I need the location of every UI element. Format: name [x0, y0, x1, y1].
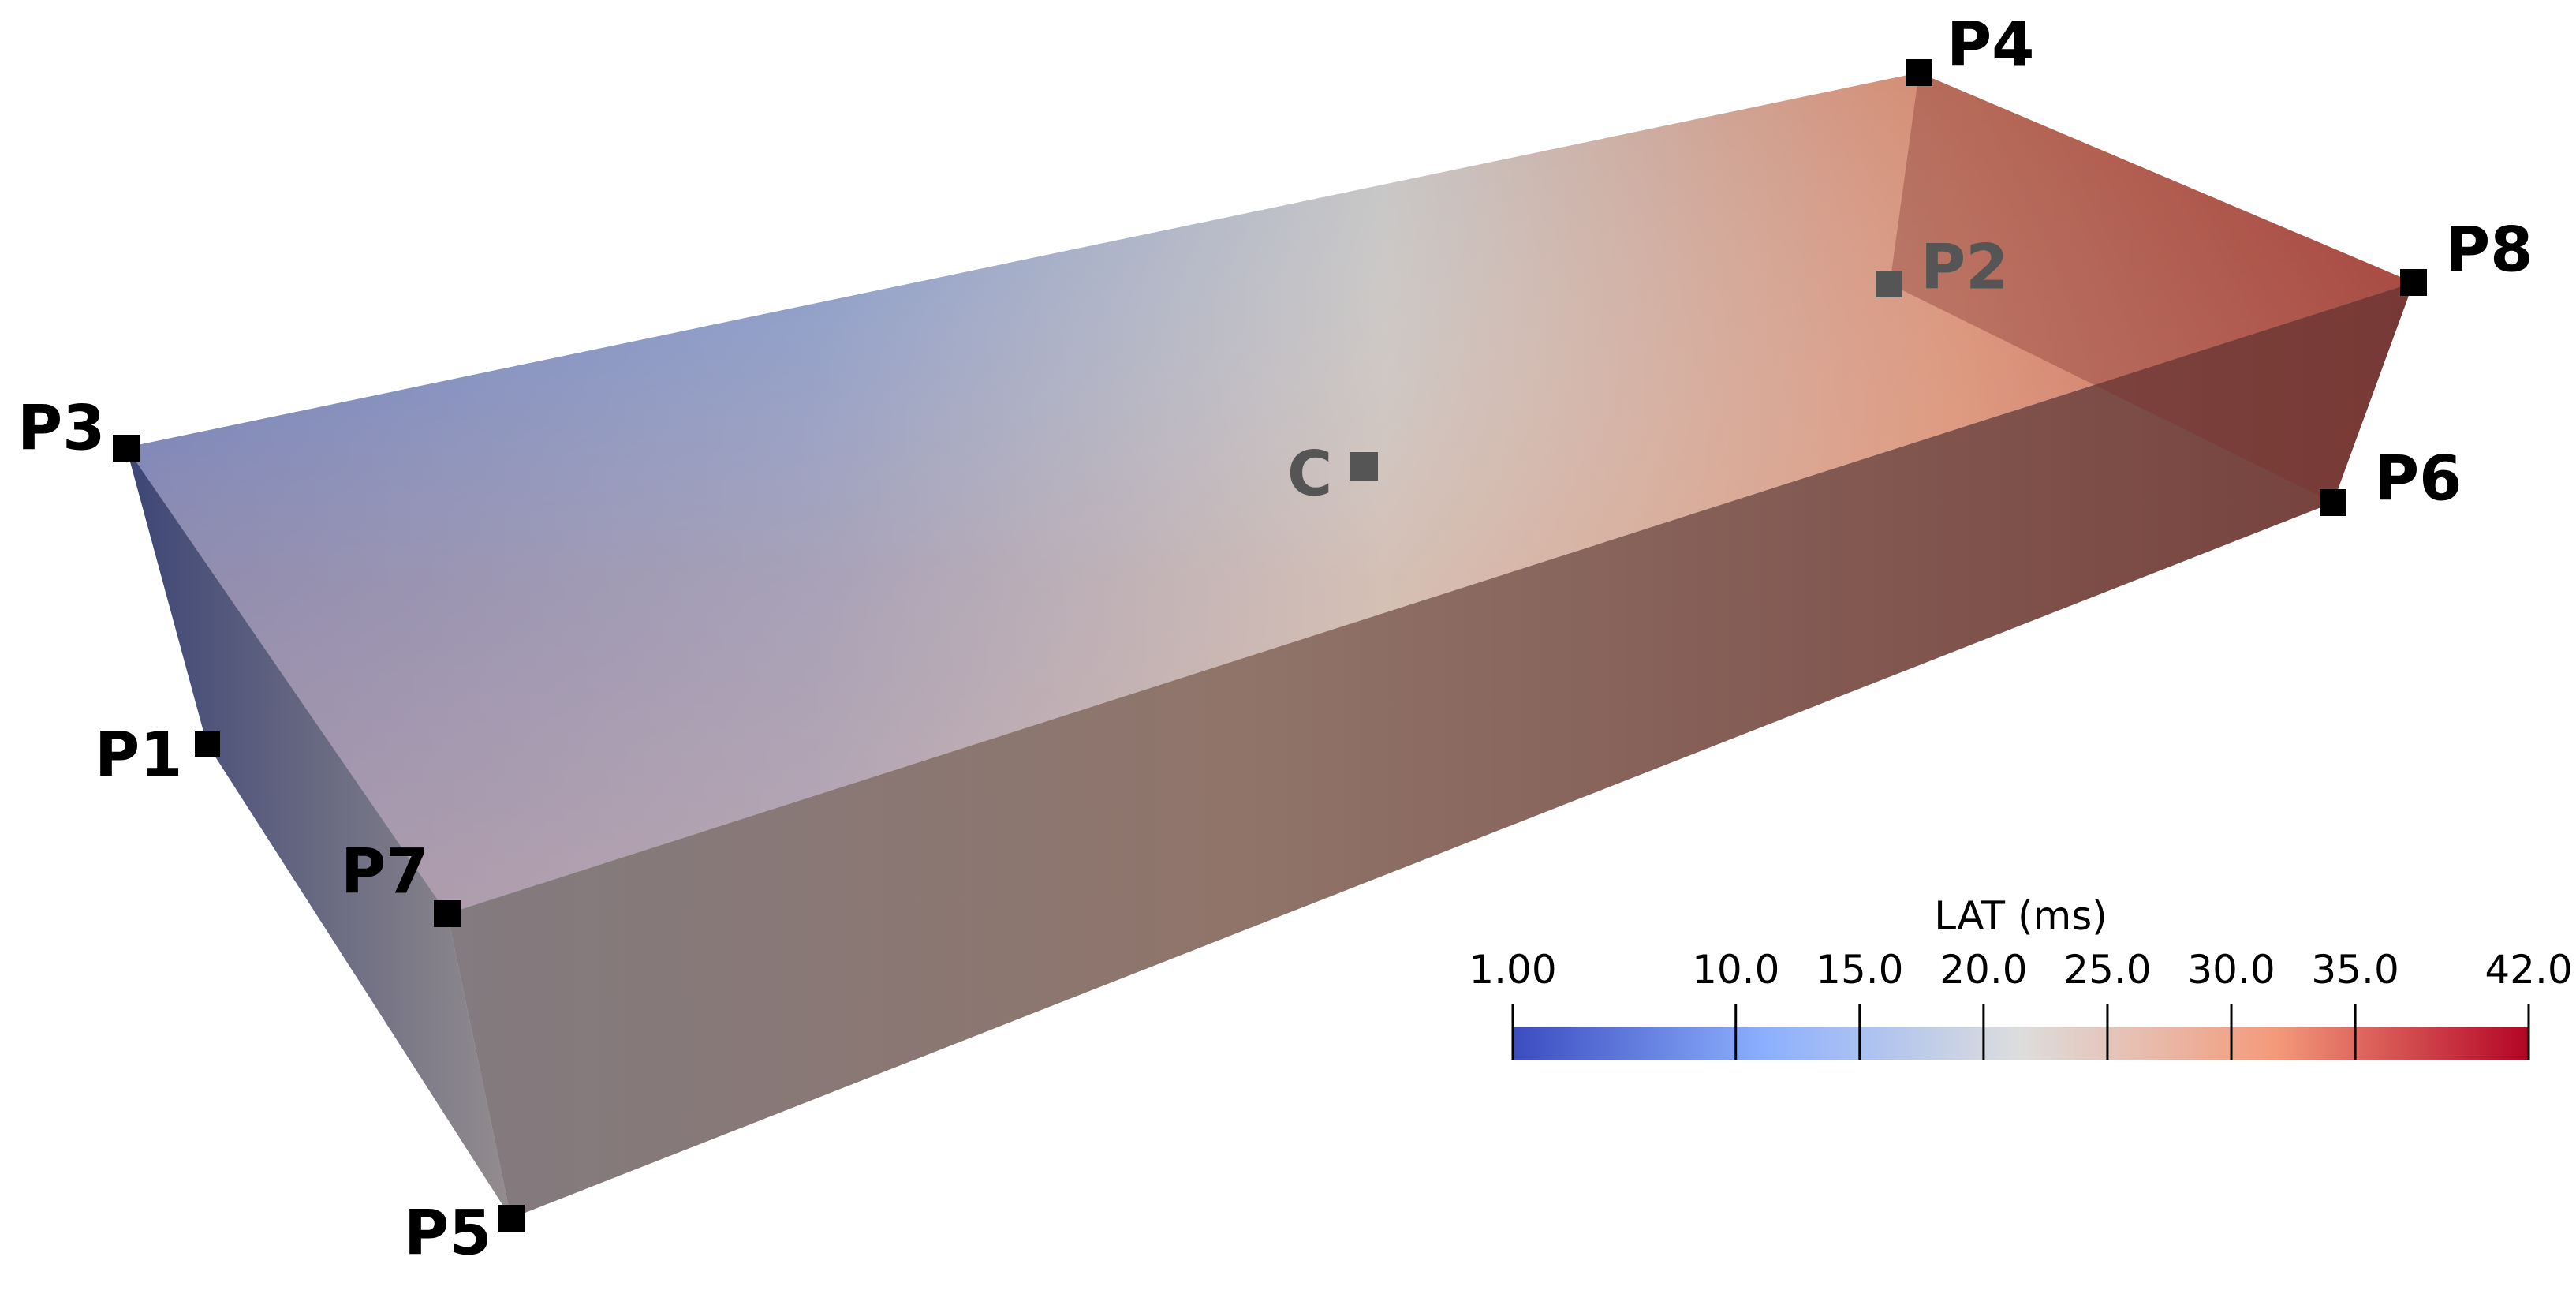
- point-label: C: [1287, 439, 1332, 510]
- point-label: P6: [2374, 443, 2462, 514]
- front-face: [447, 282, 2414, 1218]
- colorbar-tick-label: 20.0: [1939, 947, 2027, 993]
- colorbar: LAT (ms) 1.00 10.0 15.0 20.0 25.0 30.0 35.0 42.…: [1469, 893, 2573, 1060]
- colorbar-tick-label: 15.0: [1816, 947, 1903, 993]
- marker: [1350, 452, 1378, 481]
- right-face: [1890, 73, 2414, 503]
- colorbar-tick-label: 30.0: [2187, 947, 2275, 993]
- point-label: P3: [17, 393, 105, 464]
- colorbar-tick-label: 10.0: [1692, 947, 1779, 993]
- colorbar-title: LAT (ms): [1934, 893, 2107, 939]
- colorbar-tick-label: 25.0: [2063, 947, 2151, 993]
- colorbar-tick-label: 1.00: [1469, 947, 1556, 993]
- marker: [1906, 59, 1932, 86]
- marker: [2400, 269, 2427, 296]
- point-label: P7: [341, 836, 428, 907]
- marker: [113, 435, 140, 462]
- colorbar-tick-label: 35.0: [2311, 947, 2399, 993]
- marker: [1876, 271, 1902, 297]
- colorbar-tick-label: 42.0: [2485, 947, 2572, 993]
- box: [126, 73, 2414, 1218]
- marker: [434, 900, 461, 927]
- point-label: P4: [1947, 9, 2034, 80]
- marker: [2320, 489, 2346, 516]
- marker: [195, 731, 220, 757]
- point-label: P5: [404, 1198, 491, 1269]
- left-face: [126, 447, 511, 1218]
- point-markers: P1 P2 P3 P4 P5 P6 P7 P8 C: [17, 9, 2533, 1269]
- marker: [498, 1205, 525, 1232]
- point-label: P1: [95, 720, 182, 791]
- colorbar-bar: [1513, 1027, 2529, 1060]
- top-face-shade: [126, 73, 2414, 914]
- point-label: P2: [1921, 232, 2008, 303]
- point-label: P8: [2445, 215, 2533, 286]
